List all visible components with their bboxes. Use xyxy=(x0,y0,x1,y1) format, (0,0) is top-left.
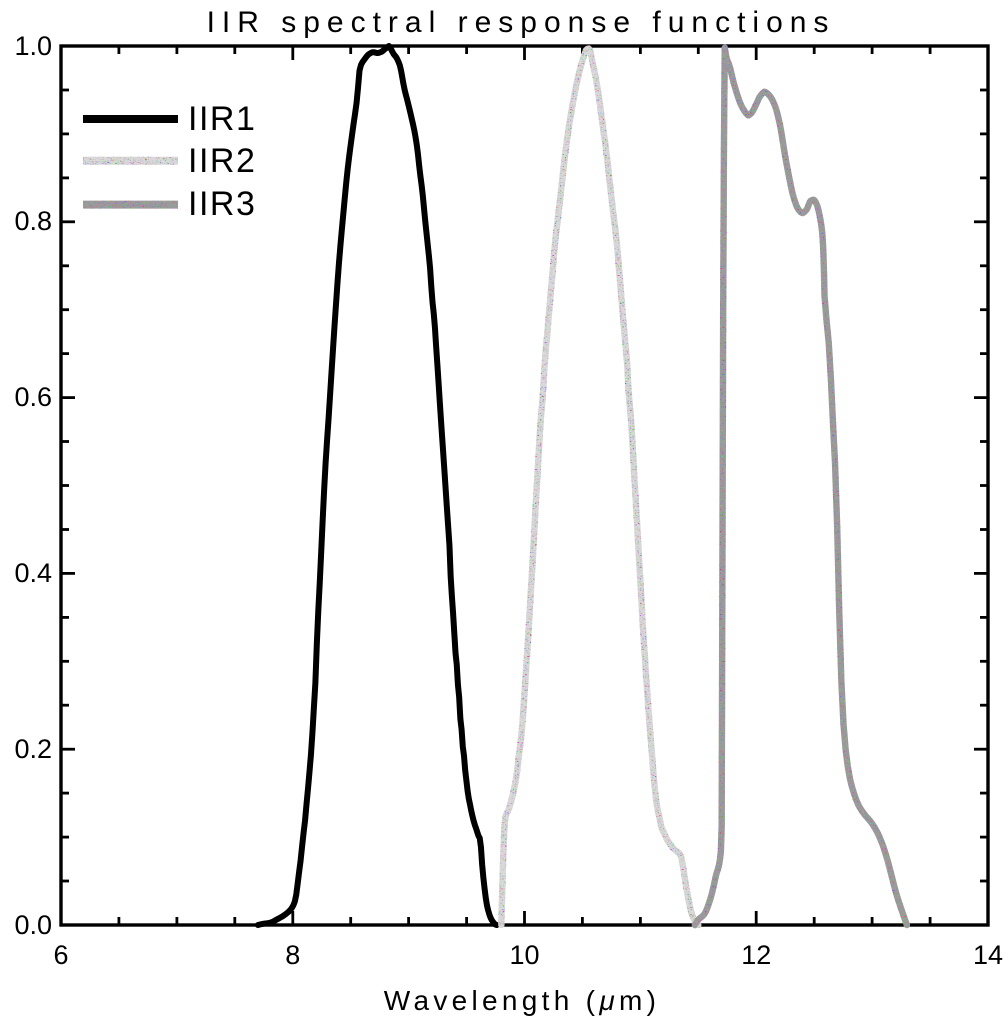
svg-text:IIR spectral response function: IIR spectral response functions xyxy=(207,6,836,39)
svg-text:0.6: 0.6 xyxy=(14,382,52,412)
svg-text:12: 12 xyxy=(741,940,771,970)
svg-text:IIR1: IIR1 xyxy=(188,100,256,138)
svg-text:1.0: 1.0 xyxy=(14,31,52,61)
svg-text:8: 8 xyxy=(285,940,300,970)
svg-text:0.2: 0.2 xyxy=(14,734,52,764)
svg-text:6: 6 xyxy=(53,940,68,970)
svg-text:14: 14 xyxy=(973,940,1003,970)
svg-text:IIR2: IIR2 xyxy=(188,142,256,180)
svg-text:Wavelength (μm): Wavelength (μm) xyxy=(384,985,660,1016)
svg-text:0.0: 0.0 xyxy=(14,910,52,940)
svg-text:10: 10 xyxy=(509,940,539,970)
svg-text:IIR3: IIR3 xyxy=(188,185,256,223)
svg-text:0.8: 0.8 xyxy=(14,206,52,236)
svg-text:0.4: 0.4 xyxy=(14,558,52,588)
